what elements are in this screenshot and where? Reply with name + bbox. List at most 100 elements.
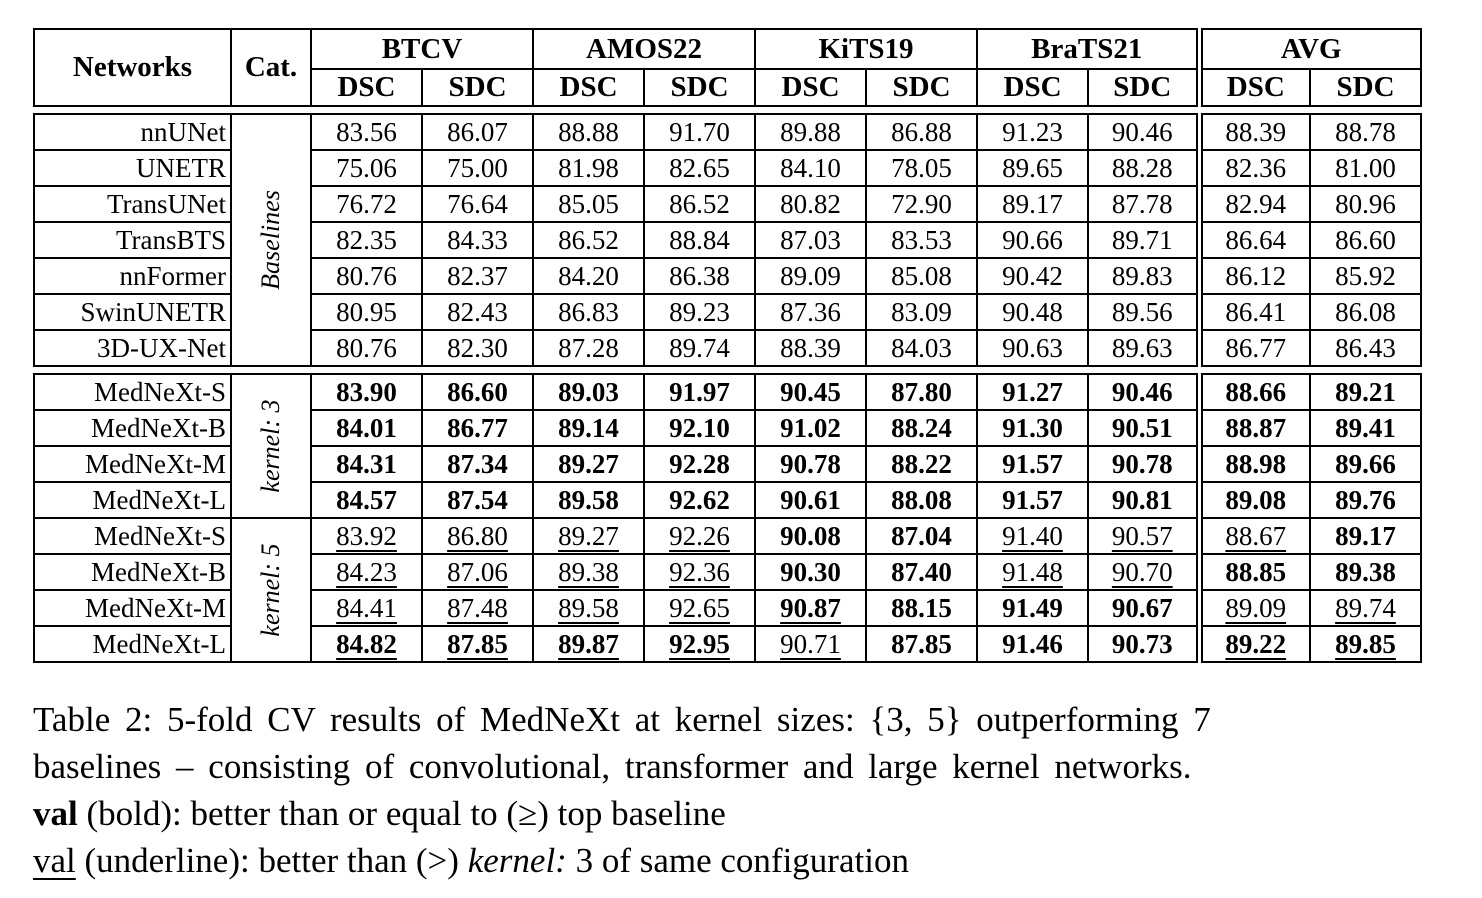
metric-value: 84.33 (421, 221, 534, 259)
metric-value: 88.67 (1195, 517, 1311, 555)
table-row: TransUNet 76.72 76.64 85.05 86.52 80.82 72.90 8… (33, 185, 1422, 223)
metric-value: 92.26 (643, 517, 756, 555)
metric-value: 84.10 (754, 149, 867, 187)
table-row: MedNeXt-S kernel: 3 83.90 86.60 89.03 91.97 90… (33, 373, 1422, 519)
metric-value: 89.63 (1087, 329, 1200, 367)
table-row: TransBTS 82.35 84.33 86.52 88.84 87.03 83.53 90… (33, 221, 1422, 259)
network-name: nnFormer (33, 257, 232, 295)
table-row: 3D-UX-Net 80.76 82.30 87.28 89.74 88.39 84.03 9… (33, 329, 1422, 367)
metric-value: 86.83 (532, 293, 645, 331)
table-row: MedNeXt-L 84.82 87.85 89.87 92.95 90.71 87.85 9… (33, 625, 1422, 663)
metric-value: 89.66 (1309, 445, 1422, 483)
metric-value: 90.63 (976, 329, 1089, 367)
metric-value: 90.61 (754, 481, 867, 519)
metric-value: 89.56 (1087, 293, 1200, 331)
header-group-row: Networks Cat. BTCV AMOS22 KiTS19 BraTS21… (33, 28, 1423, 107)
caption-line-4: val (underline): better than (>) kernel:… (33, 837, 1473, 884)
caption-val-bold: val (33, 794, 78, 833)
metric-value: 84.23 (310, 553, 423, 591)
metric-value: 87.85 (865, 625, 978, 663)
metric-value: 89.03 (532, 373, 645, 411)
metric-value: 91.30 (976, 409, 1089, 447)
metric-value: 82.43 (421, 293, 534, 331)
metric-value: 88.22 (865, 445, 978, 483)
metric-value: 92.10 (643, 409, 756, 447)
metric-value: 89.17 (1309, 517, 1422, 555)
header-metric-row: DSC SDC DSC SDC DSC SDC DSC SDC DSC SDC (34, 68, 1423, 107)
col-subheader-dsc: DSC (532, 68, 646, 107)
col-subheader-sdc: SDC (1087, 68, 1201, 107)
metric-value: 80.96 (1309, 185, 1422, 223)
metric-value: 90.30 (754, 553, 867, 591)
metric-value: 90.42 (976, 257, 1089, 295)
metric-value: 82.65 (643, 149, 756, 187)
metric-value: 86.60 (1309, 221, 1422, 259)
metric-value: 90.46 (1087, 113, 1200, 151)
network-name: MedNeXt-L (33, 481, 232, 519)
metric-value: 86.07 (421, 113, 534, 151)
caption-text: 3 of same configuration (566, 841, 909, 880)
network-name: MedNeXt-B (33, 409, 232, 447)
metric-value: 84.03 (865, 329, 978, 367)
metric-value: 90.70 (1087, 553, 1200, 591)
metric-value: 86.80 (421, 517, 534, 555)
metric-value: 84.20 (532, 257, 645, 295)
metric-value: 92.36 (643, 553, 756, 591)
metric-value: 89.58 (532, 589, 645, 627)
caption-line-2: baselines – consisting of convolutional,… (33, 743, 1473, 790)
metric-value: 89.71 (1087, 221, 1200, 259)
metric-value: 90.87 (754, 589, 867, 627)
metric-value: 89.85 (1309, 625, 1422, 663)
metric-value: 86.08 (1309, 293, 1422, 331)
metric-value: 91.02 (754, 409, 867, 447)
metric-value: 86.52 (532, 221, 645, 259)
metric-value: 82.35 (310, 221, 423, 259)
metric-value: 86.77 (421, 409, 534, 447)
col-header-kits19: KiTS19 (754, 28, 979, 70)
metric-value: 75.00 (421, 149, 534, 187)
network-name: TransBTS (33, 221, 232, 259)
metric-value: 89.27 (532, 517, 645, 555)
metric-value: 90.67 (1087, 589, 1200, 627)
metric-value: 89.22 (1195, 625, 1311, 663)
metric-value: 87.54 (421, 481, 534, 519)
col-subheader-sdc: SDC (643, 68, 757, 107)
metric-value: 81.98 (532, 149, 645, 187)
metric-value: 88.39 (754, 329, 867, 367)
col-header-networks: Networks (33, 28, 232, 107)
network-name: MedNeXt-S (33, 517, 232, 555)
metric-value: 88.85 (1195, 553, 1311, 591)
metric-value: 87.80 (865, 373, 978, 411)
metric-value: 88.15 (865, 589, 978, 627)
metric-value: 91.49 (976, 589, 1089, 627)
col-header-amos22: AMOS22 (532, 28, 757, 70)
metric-value: 83.56 (310, 113, 423, 151)
col-header-brats21: BraTS21 (976, 28, 1201, 70)
network-name: TransUNet (33, 185, 232, 223)
metric-value: 92.95 (643, 625, 756, 663)
metric-value: 87.78 (1087, 185, 1200, 223)
metric-value: 89.58 (532, 481, 645, 519)
metric-value: 84.57 (310, 481, 423, 519)
category-label: kernel: 3 (256, 399, 285, 493)
metric-value: 89.74 (1309, 589, 1422, 627)
metric-value: 91.46 (976, 625, 1089, 663)
metric-value: 90.08 (754, 517, 867, 555)
metric-value: 83.09 (865, 293, 978, 331)
metric-value: 85.08 (865, 257, 978, 295)
col-subheader-sdc: SDC (1309, 68, 1423, 107)
metric-value: 88.87 (1195, 409, 1311, 447)
metric-value: 92.65 (643, 589, 756, 627)
metric-value: 86.77 (1195, 329, 1311, 367)
metric-value: 86.12 (1195, 257, 1311, 295)
metric-value: 90.46 (1087, 373, 1200, 411)
metric-value: 86.38 (643, 257, 756, 295)
col-subheader-dsc: DSC (310, 68, 423, 107)
metric-value: 84.01 (310, 409, 423, 447)
metric-value: 90.51 (1087, 409, 1200, 447)
metric-value: 80.95 (310, 293, 423, 331)
metric-value: 90.81 (1087, 481, 1200, 519)
network-name: MedNeXt-L (33, 625, 232, 663)
metric-value: 91.40 (976, 517, 1089, 555)
metric-value: 82.36 (1195, 149, 1311, 187)
